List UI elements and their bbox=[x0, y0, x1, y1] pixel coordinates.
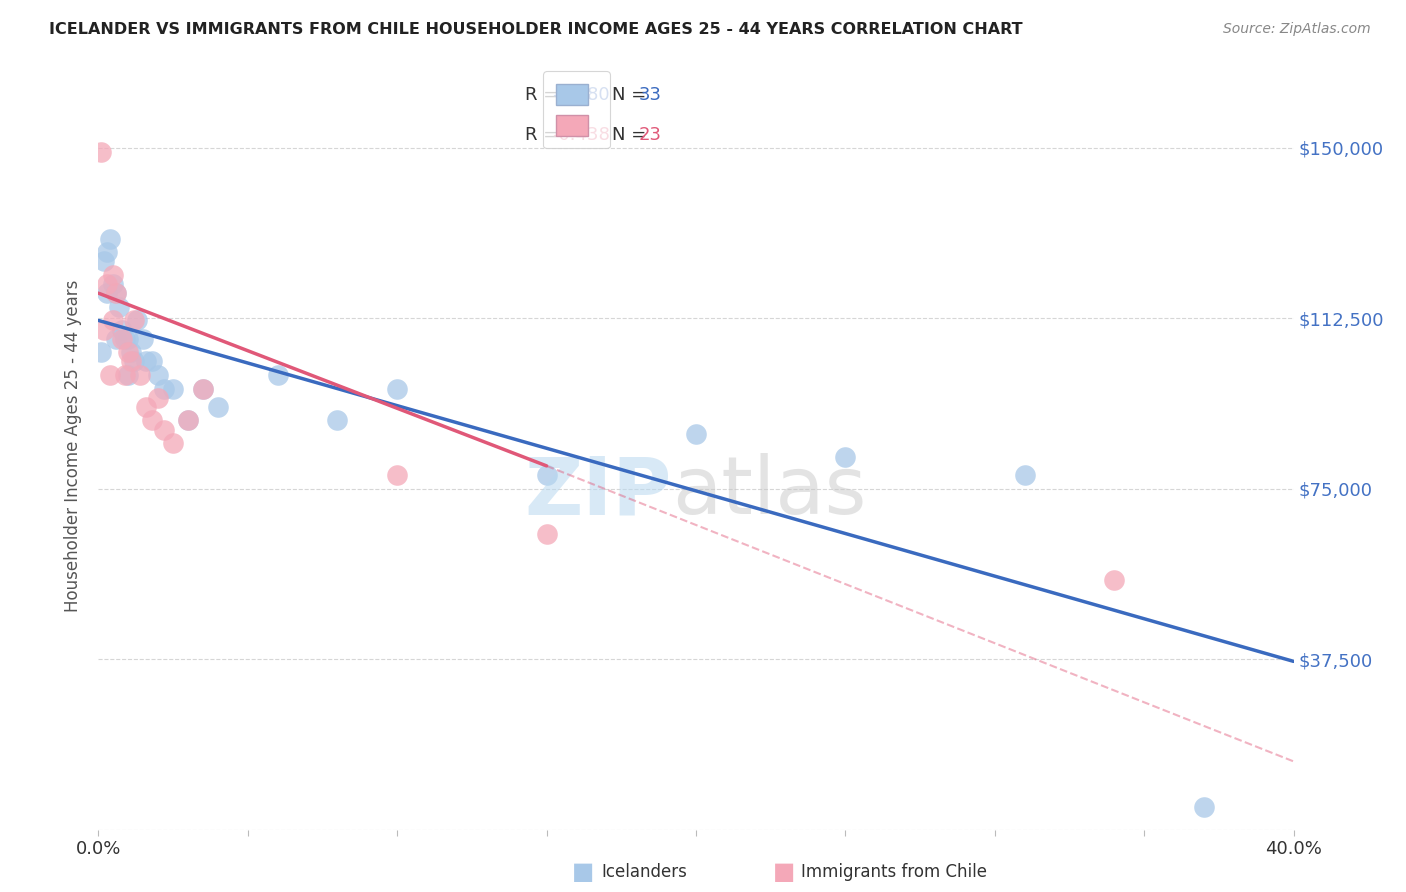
Point bbox=[153, 382, 176, 396]
Point bbox=[111, 322, 134, 336]
Point bbox=[124, 313, 146, 327]
Point bbox=[103, 313, 125, 327]
Text: -0.480: -0.480 bbox=[553, 86, 610, 103]
Point bbox=[114, 368, 136, 382]
Point bbox=[120, 354, 142, 368]
Point bbox=[103, 277, 125, 291]
Text: ■: ■ bbox=[572, 861, 595, 884]
Point bbox=[141, 413, 163, 427]
Point bbox=[685, 427, 707, 442]
Point bbox=[98, 368, 122, 382]
Point bbox=[127, 313, 149, 327]
Text: ZIP: ZIP bbox=[524, 453, 672, 531]
Point bbox=[153, 423, 176, 437]
Point bbox=[162, 382, 184, 396]
Point bbox=[96, 245, 118, 260]
Text: Immigrants from Chile: Immigrants from Chile bbox=[801, 863, 987, 881]
Point bbox=[1014, 467, 1036, 482]
Point bbox=[135, 354, 157, 368]
Point bbox=[96, 277, 118, 291]
Point bbox=[90, 145, 112, 160]
Text: 23: 23 bbox=[638, 126, 662, 144]
Text: -0.438: -0.438 bbox=[553, 126, 610, 144]
Point bbox=[120, 345, 142, 359]
Point bbox=[536, 527, 558, 541]
Point bbox=[177, 413, 200, 427]
Point bbox=[1192, 800, 1215, 814]
Point bbox=[90, 345, 112, 359]
Point bbox=[834, 450, 856, 464]
Point bbox=[148, 368, 170, 382]
Point bbox=[108, 300, 131, 314]
Point bbox=[536, 467, 558, 482]
Text: N =: N = bbox=[613, 86, 652, 103]
Point bbox=[105, 286, 128, 301]
Point bbox=[96, 286, 118, 301]
Text: ICELANDER VS IMMIGRANTS FROM CHILE HOUSEHOLDER INCOME AGES 25 - 44 YEARS CORRELA: ICELANDER VS IMMIGRANTS FROM CHILE HOUSE… bbox=[49, 22, 1022, 37]
Point bbox=[385, 382, 409, 396]
Text: 33: 33 bbox=[638, 86, 662, 103]
Point bbox=[124, 354, 146, 368]
Point bbox=[105, 332, 128, 346]
Point bbox=[98, 231, 122, 245]
Text: R =: R = bbox=[524, 86, 564, 103]
Point bbox=[162, 436, 184, 450]
Point bbox=[117, 345, 139, 359]
Point bbox=[93, 322, 115, 336]
Point bbox=[1104, 573, 1126, 587]
Text: Icelanders: Icelanders bbox=[602, 863, 688, 881]
Point bbox=[191, 382, 214, 396]
Text: N =: N = bbox=[613, 126, 652, 144]
Point bbox=[117, 332, 139, 346]
Point bbox=[267, 368, 290, 382]
Text: atlas: atlas bbox=[672, 453, 866, 531]
Point bbox=[117, 368, 139, 382]
Point bbox=[177, 413, 200, 427]
Point bbox=[103, 268, 125, 282]
Point bbox=[326, 413, 349, 427]
Point bbox=[141, 354, 163, 368]
Point bbox=[93, 254, 115, 268]
Point bbox=[114, 332, 136, 346]
Point bbox=[135, 400, 157, 414]
Point bbox=[207, 400, 229, 414]
Text: R =: R = bbox=[524, 126, 564, 144]
Text: ■: ■ bbox=[773, 861, 796, 884]
Point bbox=[132, 332, 155, 346]
Y-axis label: Householder Income Ages 25 - 44 years: Householder Income Ages 25 - 44 years bbox=[65, 280, 83, 612]
Point bbox=[385, 467, 409, 482]
Point bbox=[105, 286, 128, 301]
Point bbox=[148, 391, 170, 405]
Point bbox=[111, 332, 134, 346]
Point bbox=[191, 382, 214, 396]
Legend: , : , bbox=[543, 71, 610, 148]
Point bbox=[129, 368, 152, 382]
Text: Source: ZipAtlas.com: Source: ZipAtlas.com bbox=[1223, 22, 1371, 37]
